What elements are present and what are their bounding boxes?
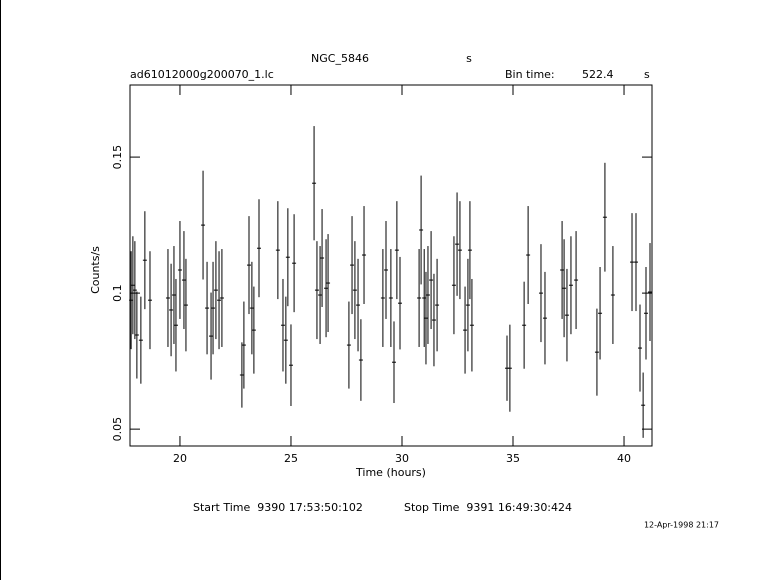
bin-time: 522.4 [582, 68, 614, 81]
start-time: Start Time 9390 17:53:50:102 [193, 501, 363, 514]
x-tick-label: 35 [506, 452, 520, 465]
bin-time-unit: s [644, 68, 650, 81]
y-tick-label: 0.15 [111, 145, 124, 170]
x-tick-label: 30 [395, 452, 409, 465]
bin-time-label: Bin time: [505, 68, 555, 81]
x-tick-label: 25 [284, 452, 298, 465]
timestamp: 12-Apr-1998 21:17 [644, 521, 719, 530]
x-tick-label: 40 [617, 452, 631, 465]
chart-title: NGC_5846 [311, 52, 369, 65]
title-unit: s [466, 52, 472, 65]
y-axis-label: Counts/s [89, 246, 102, 294]
y-tick-label: 0.05 [111, 417, 124, 442]
plot-frame [129, 84, 653, 447]
file-name: ad61012000g200070_1.lc [130, 68, 274, 81]
stop-time: Stop Time 9391 16:49:30:424 [404, 501, 572, 514]
x-tick-label: 20 [173, 452, 187, 465]
x-axis-label: Time (hours) [355, 466, 426, 479]
y-tick-label: 0.1 [111, 284, 124, 302]
